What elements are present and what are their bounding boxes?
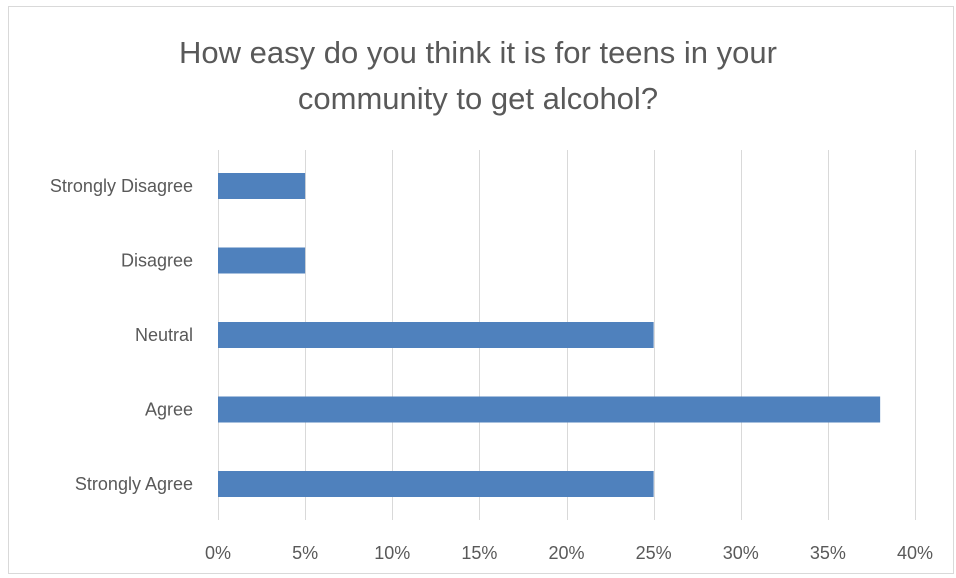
x-tick-label: 5%	[292, 543, 318, 563]
bars	[218, 173, 881, 497]
category-label: Strongly Agree	[75, 474, 193, 494]
x-tick-label: 25%	[636, 543, 672, 563]
chart-title-line-1: How easy do you think it is for teens in…	[179, 35, 777, 70]
category-label: Strongly Disagree	[50, 176, 193, 196]
x-tick-label: 35%	[810, 543, 846, 563]
category-label: Neutral	[135, 325, 193, 345]
category-label: Disagree	[121, 251, 193, 271]
bar-neutral	[218, 322, 654, 348]
x-tick-label: 15%	[461, 543, 497, 563]
bar-agree	[218, 396, 881, 423]
x-tick-label: 20%	[548, 543, 584, 563]
bar-strongly-disagree	[218, 173, 306, 199]
x-tick-label: 40%	[897, 543, 933, 563]
x-tick-label: 30%	[723, 543, 759, 563]
x-tick-labels: 0% 5% 10% 15% 20% 25% 30% 35% 40%	[205, 543, 933, 563]
chart-title-line-2: community to get alcohol?	[297, 81, 659, 116]
bar-strongly-agree	[218, 471, 654, 497]
x-tick-label: 10%	[374, 543, 410, 563]
bar-disagree	[218, 247, 306, 274]
x-tick-label: 0%	[205, 543, 231, 563]
category-labels: Strongly Disagree Disagree Neutral Agree Str…	[50, 176, 193, 494]
chart-title: How easy do you think it is for teens in…	[0, 30, 956, 122]
category-label: Agree	[145, 400, 193, 420]
